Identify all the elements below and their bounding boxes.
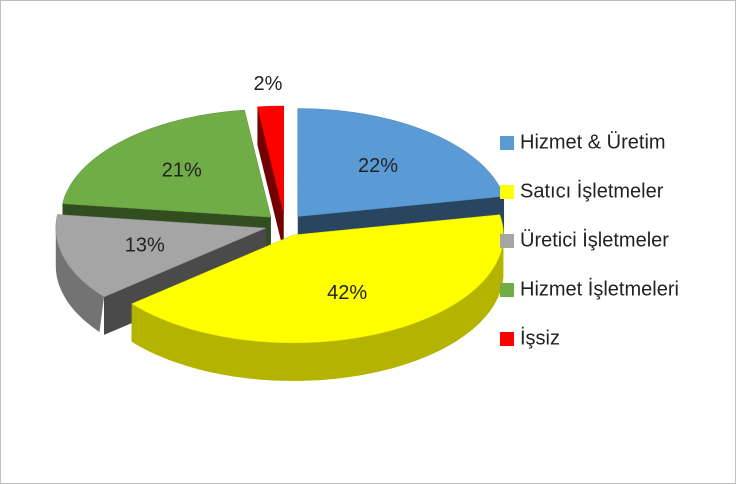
data-label: 22% [358,155,398,177]
slice-rim [55,228,104,332]
legend-swatch [500,283,514,297]
data-label: 42% [327,282,367,304]
legend-swatch [500,234,514,248]
legend-label: Satıcı İşletmeler [520,179,664,202]
legend-label: İşsiz [520,326,560,349]
slice [297,108,505,217]
legend-swatch [500,136,514,150]
legend-swatch [500,185,514,199]
legend-swatch [500,332,514,346]
slice-wall [257,106,284,253]
legend-label: Üretici İşletmeler [520,228,669,251]
data-label: 13% [125,234,165,256]
data-label: 2% [253,73,282,95]
slice [131,214,504,344]
data-label: 21% [162,160,202,182]
slice [62,109,272,218]
legend-label: Hizmet İşletmeleri [520,277,679,300]
slice [257,105,284,215]
slice [55,214,266,298]
legend-label: Hizmet & Üretim [520,131,666,153]
slice-rim [131,235,504,381]
